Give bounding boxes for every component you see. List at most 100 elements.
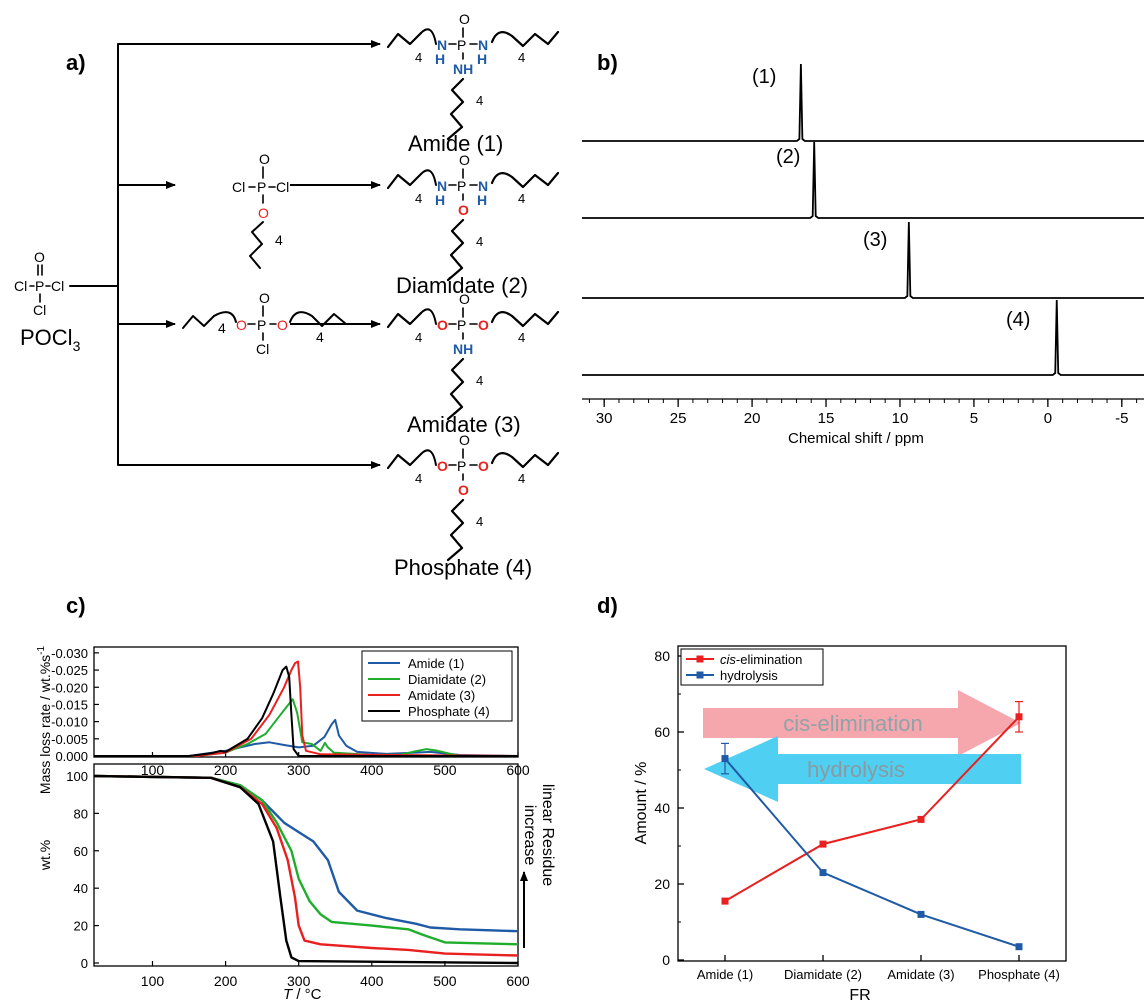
svg-text:NH: NH	[453, 341, 473, 357]
wt-tick-label: 20	[74, 919, 88, 934]
svg-text:Cl: Cl	[276, 179, 289, 195]
dtg-x-tick-label: 500	[433, 762, 457, 778]
svg-text:O: O	[458, 482, 469, 498]
svg-text:H: H	[477, 192, 487, 208]
tga-x-axis-label: T / °C	[283, 986, 322, 1003]
d-series-line-2	[724, 757, 1020, 948]
svg-text:O: O	[478, 458, 489, 474]
svg-text:P: P	[457, 317, 466, 333]
svg-text:O: O	[459, 152, 470, 168]
svg-text:P: P	[457, 178, 466, 194]
d-data-point	[1015, 713, 1023, 721]
d-x-axis-label: FR	[849, 987, 870, 1004]
svg-text:P: P	[35, 278, 44, 294]
d-data-point	[917, 815, 925, 823]
nmr-peak-label-2: (2)	[776, 146, 800, 168]
svg-text:Cl: Cl	[33, 302, 46, 318]
dtg-tick-label: -0.005	[51, 732, 88, 747]
nmr-tick-label: 5	[970, 410, 978, 427]
svg-text:P: P	[257, 179, 266, 195]
wt-tick-label: 60	[74, 844, 88, 859]
compound-label-3: Amidate (3)	[407, 412, 521, 437]
svg-text:linear Residue: linear Residue	[539, 784, 556, 886]
svg-text:O: O	[437, 317, 448, 333]
svg-text:H: H	[477, 51, 487, 67]
panel-c-tga: c) -0.030 -0.025 -0.020 -0.015 -0.010 -0.005 0…	[36, 593, 556, 1003]
panel-c-label: c)	[66, 593, 86, 618]
wt-plot-frame	[93, 763, 519, 967]
d-x-tick-label: Amide (1)	[697, 967, 753, 982]
dtg-tick-label: -0.020	[51, 680, 88, 695]
svg-text:4: 4	[518, 330, 525, 345]
svg-text:4: 4	[476, 514, 483, 529]
d-y-tick-label: 80	[654, 648, 670, 664]
d-series-line-1	[724, 716, 1020, 902]
cis-elimination-arrow	[703, 690, 1021, 756]
wt-x-tick-label: 200	[214, 973, 238, 989]
svg-text:4: 4	[518, 471, 525, 486]
panel-b-nmr: b) (1) (2) (3) (4) 30 25 20 15 10 5 0 -5 Chemical …	[582, 50, 1144, 447]
svg-text:O: O	[478, 317, 489, 333]
tga-legend-entry: Phosphate (4)	[408, 704, 490, 719]
dtg-tick-label: -0.015	[51, 697, 88, 712]
dtg-curve-4	[94, 665, 518, 757]
svg-text:4: 4	[218, 320, 226, 336]
svg-text:O: O	[459, 432, 470, 448]
nmr-spectrum-4	[582, 299, 1144, 376]
hydrolysis-arrow	[704, 736, 1021, 802]
wt-tick-label: 0	[81, 956, 88, 971]
svg-text:4: 4	[415, 471, 422, 486]
scheme-arrows	[69, 40, 381, 469]
nmr-tick-label: 15	[818, 410, 835, 427]
dtg-x-tick-label: 200	[214, 762, 238, 778]
nmr-peak-label-4: (4)	[1006, 309, 1030, 331]
panel-d-label: d)	[597, 593, 618, 618]
svg-text:O: O	[458, 202, 469, 218]
svg-text:N: N	[437, 178, 447, 194]
wt-x-ticks: 100 200 300 400 500 600	[141, 961, 530, 989]
svg-text:O: O	[459, 291, 470, 307]
hydrolysis-arrow-label: hydrolysis	[807, 757, 905, 782]
compound-label-1: Amide (1)	[408, 131, 503, 156]
trend-arrows: cis-elimination hydrolysis	[703, 690, 1021, 802]
nmr-peak-label-1: (1)	[752, 66, 776, 88]
dtg-x-tick-label: 100	[141, 762, 165, 778]
wt-x-tick-label: 400	[360, 973, 384, 989]
compound-label-2: Diamidate (2)	[396, 273, 528, 298]
wt-x-tick-label: 500	[433, 973, 457, 989]
d-legend-marker	[696, 671, 704, 679]
nmr-x-ticks: 30 25 20 15 10 5 0 -5	[588, 399, 1138, 427]
d-data-point	[1015, 943, 1023, 951]
d-data-point	[721, 755, 729, 763]
nmr-spectrum-1	[582, 63, 1144, 142]
svg-text:increase: increase	[521, 805, 538, 866]
svg-text:O: O	[259, 290, 270, 306]
d-x-tick-label: Amidate (3)	[887, 967, 954, 982]
svg-text:Cl: Cl	[256, 341, 269, 357]
nmr-x-axis-label: Chemical shift / ppm	[788, 430, 924, 447]
wt-curve-1	[93, 774, 519, 933]
cis-elimination-arrow-label: cis-elimination	[783, 711, 922, 736]
wt-curve-4	[93, 774, 519, 965]
svg-text:4: 4	[316, 329, 324, 345]
dtg-x-tick-label: 400	[360, 762, 384, 778]
d-x-tick-label: Phosphate (4)	[978, 967, 1060, 982]
wt-x-tick-label: 100	[141, 973, 165, 989]
svg-text:4: 4	[415, 191, 422, 206]
intermediate-chlorophosphate: 4 O P O O 4 Cl	[182, 290, 347, 357]
svg-text:4: 4	[518, 50, 525, 65]
wt-y-axis-label: wt.%	[37, 840, 53, 871]
svg-text:N: N	[478, 37, 488, 53]
svg-text:Cl: Cl	[51, 278, 64, 294]
svg-text:N: N	[437, 37, 447, 53]
panel-b-label: b)	[597, 50, 618, 75]
nmr-spectra: (1) (2) (3) (4)	[582, 63, 1144, 376]
tga-legend-entry: Diamidate (2)	[408, 672, 486, 687]
dtg-x-tick-label: 600	[506, 762, 530, 778]
compound-label-4: Phosphate (4)	[394, 555, 532, 580]
nmr-tick-label: 30	[596, 410, 613, 427]
svg-text:4: 4	[476, 234, 483, 249]
